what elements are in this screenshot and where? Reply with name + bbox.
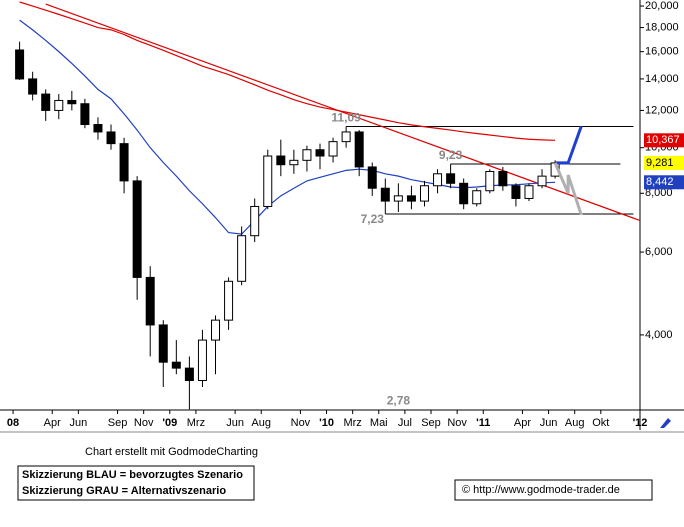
candle-body <box>237 235 247 282</box>
candle-body <box>459 182 469 205</box>
x-tick-label: Mrz <box>187 417 205 429</box>
x-tick-label: Mrz <box>343 417 361 429</box>
x-tick-label: '12 <box>633 417 648 429</box>
candle-body <box>472 190 482 205</box>
candle-body <box>224 280 234 321</box>
y-tick-label: 4,000 <box>645 329 673 341</box>
x-tick-label: '09 <box>162 417 177 429</box>
credit: Chart erstellt mit GodmodeCharting <box>85 446 258 458</box>
legend-box <box>17 465 255 501</box>
candle-body <box>380 187 390 202</box>
x-tick-label: Sep <box>421 417 441 429</box>
candle-body <box>132 180 142 278</box>
x-tick-label: '11 <box>476 417 490 429</box>
candle-body <box>524 185 534 199</box>
x-tick-label: Apr <box>44 417 61 429</box>
candle-body <box>197 339 207 382</box>
candle-body <box>406 195 416 202</box>
trend-line <box>45 3 640 222</box>
candle-body <box>211 319 221 341</box>
x-tick-label: Jun <box>540 417 558 429</box>
x-tick-label: 08 <box>7 417 19 429</box>
candle-body <box>419 185 429 202</box>
price-label: 8,442 <box>646 176 674 188</box>
copyright: © http://www.godmode-trader.de <box>462 484 620 496</box>
x-tick-label: Nov <box>134 417 154 429</box>
candle-body <box>393 195 403 202</box>
candle-body <box>302 149 312 161</box>
annotation: 2,78 <box>387 393 411 407</box>
candle-body <box>67 99 77 105</box>
candle-body <box>328 141 338 157</box>
legend-text: Skizzierung BLAU = bevorzugtes Szenario <box>22 469 243 481</box>
annotation: 9,23 <box>439 148 463 162</box>
candle-body <box>354 131 364 168</box>
x-tick-label: Sep <box>108 417 128 429</box>
candle-body <box>289 159 299 166</box>
copyright-box <box>454 479 653 501</box>
y-tick-label: 20,000 <box>645 0 679 12</box>
annotation: 11,09 <box>331 111 361 125</box>
candle-body <box>15 49 25 80</box>
x-tick-label: Mai <box>370 417 388 429</box>
candle-body <box>485 170 495 192</box>
price-label: 10,367 <box>646 134 680 146</box>
x-tick-label: Jun <box>69 417 87 429</box>
candle-body <box>315 149 325 157</box>
x-tick-label: Jun <box>226 417 244 429</box>
y-tick-label: 18,000 <box>645 21 679 33</box>
x-tick-label: Apr <box>514 417 531 429</box>
candle-body <box>171 361 181 369</box>
y-tick-label: 14,000 <box>645 73 679 85</box>
tool-icon[interactable] <box>660 418 671 428</box>
candle-body <box>80 103 90 126</box>
candle-body <box>41 93 51 111</box>
candle-body <box>511 185 521 199</box>
candle-body <box>446 173 456 184</box>
price-label: 9,281 <box>646 157 674 169</box>
y-tick-label: 8,000 <box>645 187 673 199</box>
price-label-box <box>644 175 684 190</box>
x-tick-label: Nov <box>447 417 467 429</box>
x-tick-label: Aug <box>251 417 271 429</box>
scenario <box>555 125 583 165</box>
candle-body <box>341 131 351 143</box>
candle-body <box>119 143 129 182</box>
x-tick-label: '10 <box>319 417 334 429</box>
candle-body <box>367 166 377 189</box>
candle-body <box>28 78 38 95</box>
scenario <box>553 162 583 216</box>
legend-text: Skizzierung GRAU = Alternativszenario <box>22 485 226 497</box>
y-tick-label: 16,000 <box>645 46 679 58</box>
moving-average <box>19 1 556 141</box>
candle-body <box>537 175 547 187</box>
candle-body <box>276 155 286 166</box>
y-tick-label: 6,000 <box>645 246 673 258</box>
candle-body <box>93 124 103 133</box>
x-tick-label: Nov <box>291 417 311 429</box>
candle-body <box>263 155 273 207</box>
x-tick-label: Okt <box>592 417 609 429</box>
candle-body <box>184 367 194 382</box>
price-label-box <box>644 155 684 170</box>
candle-body <box>250 205 260 237</box>
y-tick-label: 12,000 <box>645 104 679 116</box>
plot-area <box>15 1 640 410</box>
candle-body <box>158 324 168 363</box>
annotation: 7,23 <box>361 212 385 226</box>
x-tick-label: Jul <box>398 417 412 429</box>
candle-body <box>106 131 116 145</box>
price-label-box <box>644 133 684 148</box>
candle-body <box>54 99 64 111</box>
candle-body <box>498 170 508 187</box>
candle-body <box>145 276 155 326</box>
x-tick-label: Aug <box>565 417 585 429</box>
candle-body <box>433 173 443 187</box>
